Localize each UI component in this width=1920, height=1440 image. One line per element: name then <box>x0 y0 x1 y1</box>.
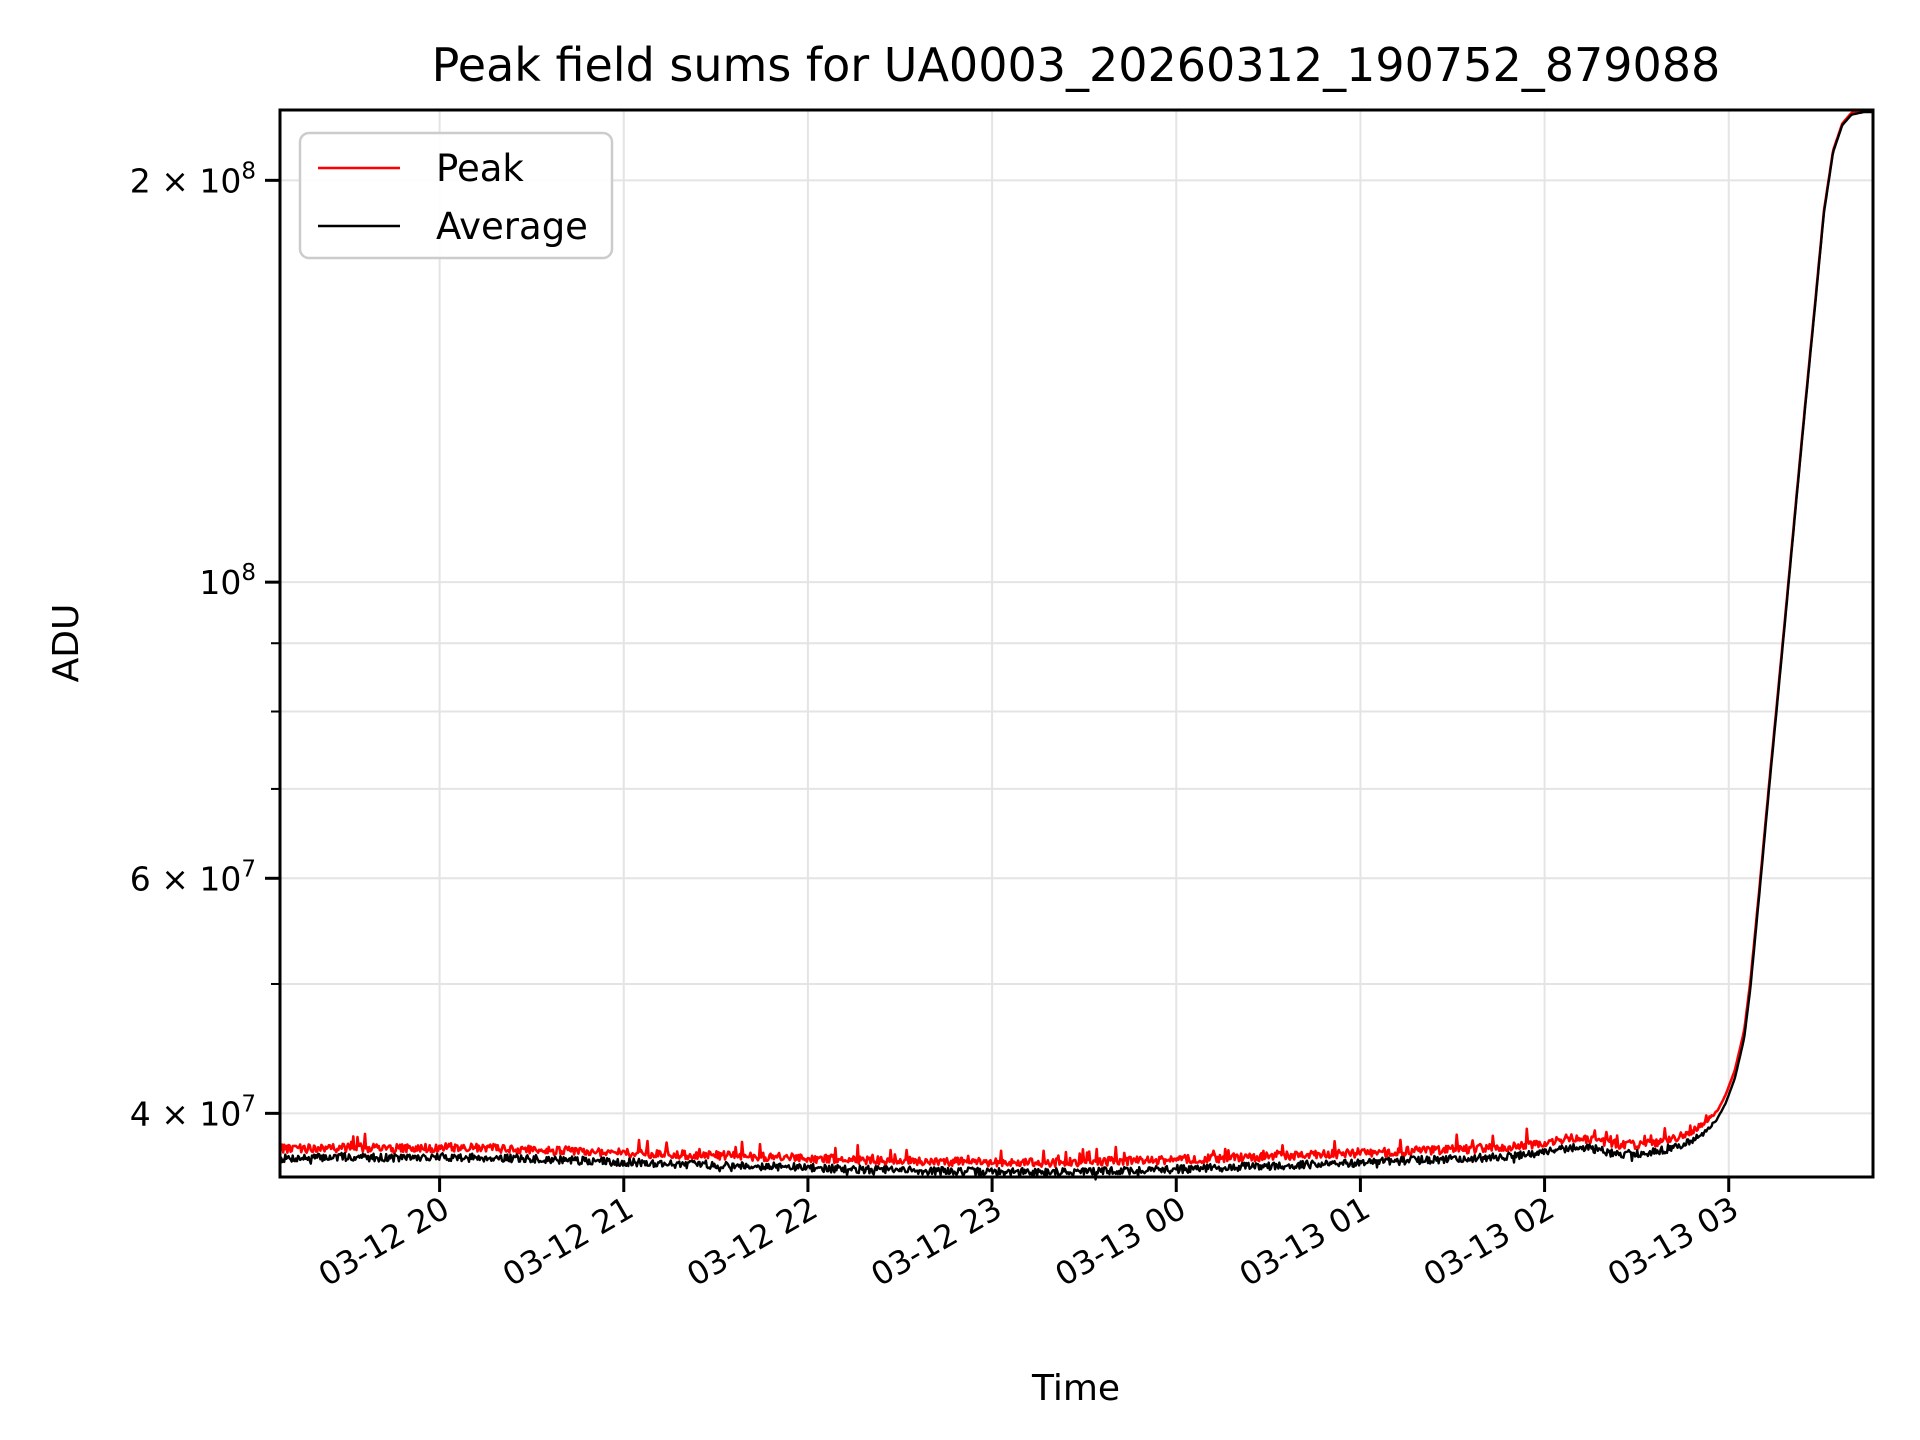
x-tick-label: 03-12 21 <box>496 1189 640 1294</box>
tick-layer <box>265 178 1731 1192</box>
y-tick-label: 6 × 107 <box>130 856 256 898</box>
y-tick-label: 108 <box>199 560 256 602</box>
y-tick-label: 2 × 108 <box>130 158 256 200</box>
grid-layer <box>280 110 1873 1177</box>
x-tick-label: 03-13 02 <box>1417 1189 1561 1294</box>
tick-label-layer: 03-12 20 03-12 21 03-12 22 03-12 23 03-13 00… <box>130 158 1745 1294</box>
series-peak-line <box>278 109 1874 1168</box>
legend-label-average: Average <box>436 205 588 248</box>
series-average-line <box>278 110 1874 1181</box>
chart-title: Peak field sums for UA0003_20260312_1907… <box>432 38 1721 92</box>
y-axis-label: ADU <box>46 604 87 683</box>
y-tick-label: 4 × 107 <box>130 1091 256 1133</box>
x-tick-label: 03-12 22 <box>680 1189 824 1294</box>
series-layer <box>278 109 1874 1181</box>
legend-label-peak: Peak <box>436 147 524 190</box>
x-tick-label: 03-13 00 <box>1049 1189 1193 1294</box>
legend: Peak Average <box>298 131 614 260</box>
x-tick-label: 03-12 20 <box>312 1189 456 1294</box>
x-tick-label: 03-13 01 <box>1233 1189 1377 1294</box>
x-tick-label: 03-12 23 <box>864 1189 1008 1294</box>
x-tick-label: 03-13 03 <box>1601 1189 1745 1294</box>
x-axis-label: Time <box>1031 1368 1120 1409</box>
